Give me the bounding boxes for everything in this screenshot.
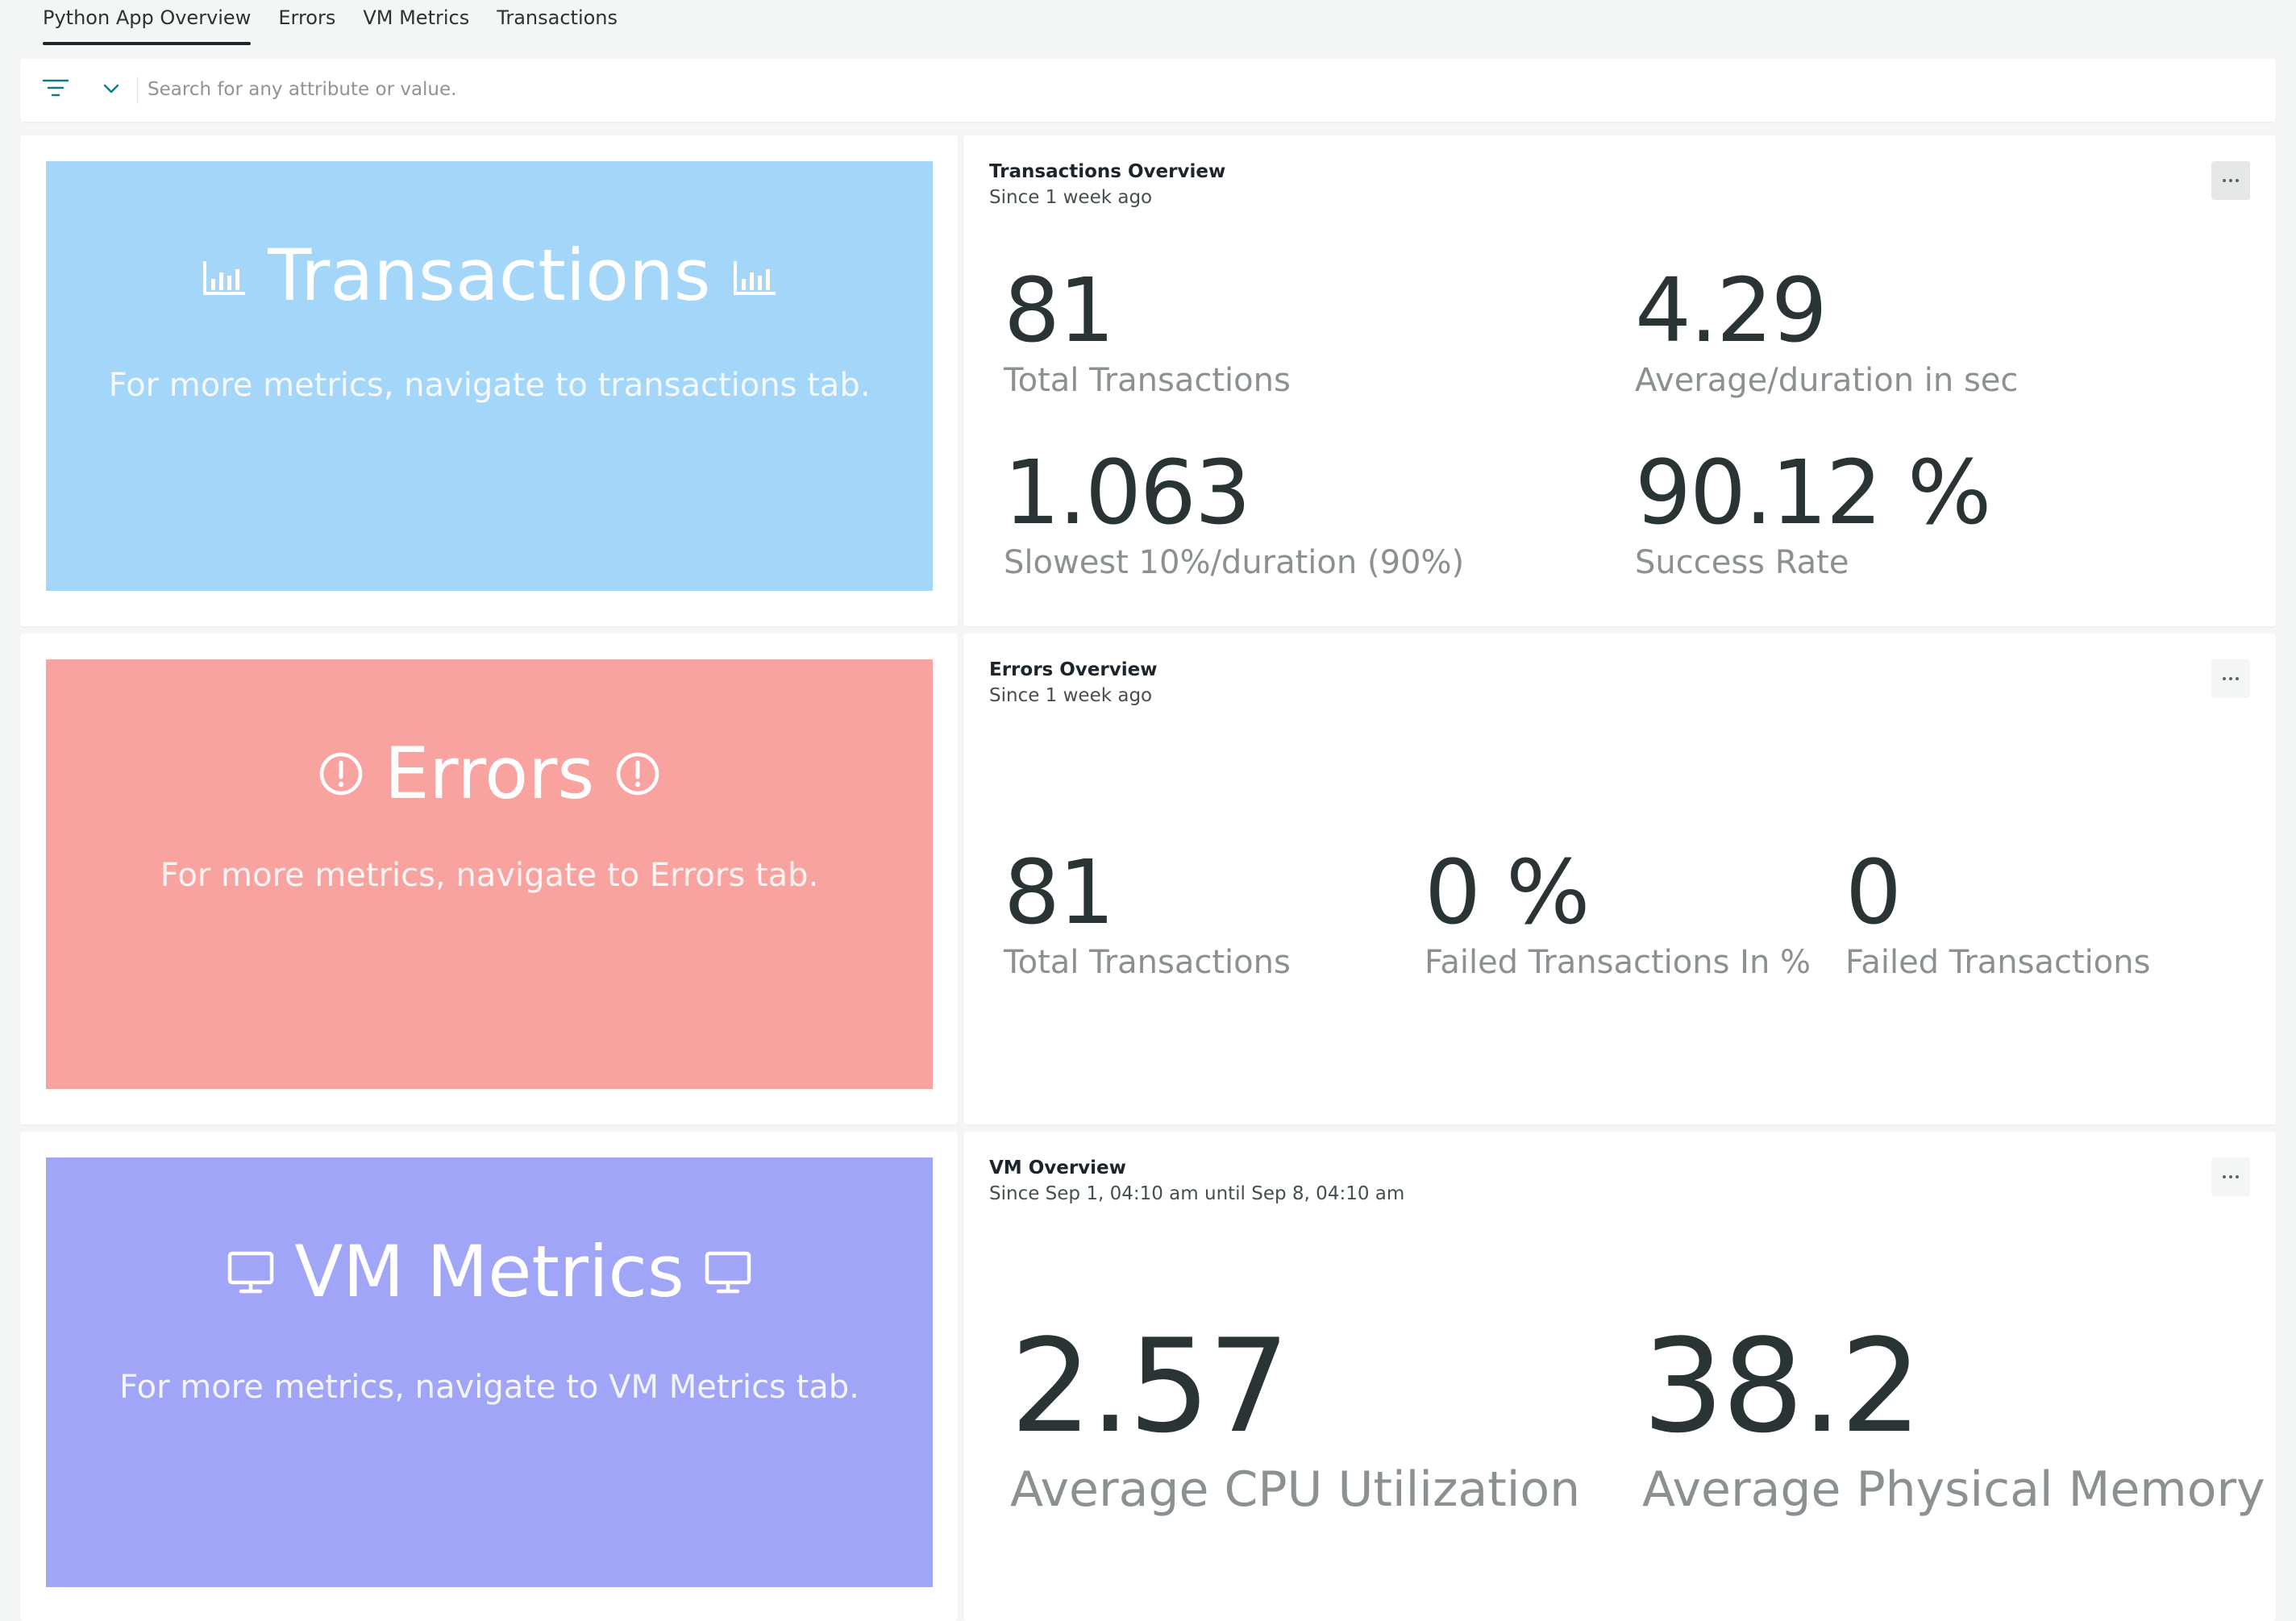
- banner-title: Transactions: [46, 234, 933, 317]
- bar-chart-icon: [733, 260, 776, 295]
- dashboard-tabs: Python App Overview Errors VM Metrics Tr…: [29, 0, 631, 45]
- banner-title-text: Transactions: [268, 234, 711, 317]
- monitor-icon: [705, 1251, 751, 1293]
- metric-value: 2.57: [1010, 1311, 1290, 1461]
- filter-icon[interactable]: [41, 77, 70, 101]
- metric-label: Failed Transactions In %: [1425, 944, 1811, 981]
- metric-average-cpu: 2.57 Average CPU Utilization: [1010, 1311, 1581, 1518]
- metric-value: 0: [1845, 841, 1902, 944]
- metric-value: 90.12 %: [1635, 441, 1991, 544]
- banner-title: Errors: [46, 732, 933, 815]
- metric-average-memory: 38.2 Average Physical Memory: [1642, 1311, 2265, 1518]
- banner-title: VM Metrics: [46, 1230, 933, 1313]
- metric-total-transactions: 81 Total Transactions: [1004, 848, 1291, 979]
- metric-success-rate: 90.12 % Success Rate: [1635, 441, 1991, 581]
- errors-markdown-panel: Errors For more metrics, navigate to Err…: [20, 634, 958, 1124]
- metric-label: Success Rate: [1635, 544, 1849, 581]
- banner-title-text: VM Metrics: [294, 1230, 684, 1313]
- metric-label: Failed Transactions: [1845, 944, 2151, 981]
- metric-slowest-duration: 1.063 Slowest 10%/duration (90%): [1004, 448, 1464, 579]
- metric-label: Slowest 10%/duration (90%): [1004, 544, 1465, 581]
- panel-subtitle: Since Sep 1, 04:10 am until Sep 8, 04:10…: [989, 1183, 1405, 1204]
- filter-divider: [137, 77, 138, 104]
- more-options-button[interactable]: [2211, 659, 2250, 698]
- banner-subtitle: For more metrics, navigate to Errors tab…: [160, 857, 819, 894]
- panel-header: Transactions Overview Since 1 week ago: [989, 161, 1225, 208]
- chevron-down-icon[interactable]: [102, 81, 120, 96]
- metric-failed-transactions-percent: 0 % Failed Transactions In %: [1425, 848, 1811, 979]
- panel-header: VM Overview Since Sep 1, 04:10 am until …: [989, 1158, 1404, 1204]
- panel-title: Errors Overview: [989, 659, 1158, 680]
- metric-failed-transactions: 0 Failed Transactions: [1845, 848, 2150, 979]
- bar-chart-icon: [203, 260, 246, 295]
- transactions-markdown-panel: Transactions For more metrics, navigate …: [20, 135, 958, 626]
- banner-title-text: Errors: [384, 732, 595, 815]
- vm-metrics-markdown-panel: VM Metrics For more metrics, navigate to…: [20, 1132, 958, 1621]
- panel-title: VM Overview: [989, 1158, 1126, 1178]
- tab-transactions[interactable]: Transactions: [497, 6, 618, 29]
- metric-label: Average Physical Memory: [1642, 1461, 2265, 1518]
- tab-errors[interactable]: Errors: [278, 6, 336, 29]
- vm-overview-panel: VM Overview Since Sep 1, 04:10 am until …: [963, 1132, 2276, 1621]
- search-input[interactable]: [148, 73, 2244, 106]
- metric-total-transactions: 81 Total Transactions: [1004, 266, 1291, 397]
- panel-title: Transactions Overview: [989, 161, 1226, 182]
- more-options-button[interactable]: [2211, 1158, 2250, 1196]
- errors-banner: Errors For more metrics, navigate to Err…: [46, 659, 933, 1089]
- transactions-banner: Transactions For more metrics, navigate …: [46, 161, 933, 591]
- banner-subtitle: For more metrics, navigate to transactio…: [108, 367, 871, 404]
- alert-circle-icon: [319, 752, 363, 795]
- metric-label: Average CPU Utilization: [1010, 1461, 1581, 1518]
- metric-label: Total Transactions: [1004, 362, 1291, 399]
- banner-subtitle: For more metrics, navigate to VM Metrics…: [119, 1369, 859, 1406]
- metric-value: 81: [1004, 841, 1115, 944]
- more-options-button[interactable]: [2211, 161, 2250, 200]
- tab-vm-metrics[interactable]: VM Metrics: [363, 6, 470, 29]
- metric-average-duration: 4.29 Average/duration in sec: [1635, 266, 2018, 397]
- metric-value: 1.063: [1004, 441, 1251, 544]
- filter-bar: [20, 59, 2276, 122]
- metric-value: 0 %: [1425, 841, 1590, 944]
- vm-metrics-banner: VM Metrics For more metrics, navigate to…: [46, 1158, 933, 1587]
- errors-overview-panel: Errors Overview Since 1 week ago 81 Tota…: [963, 634, 2276, 1124]
- metric-label: Average/duration in sec: [1635, 362, 2019, 399]
- monitor-icon: [227, 1251, 274, 1293]
- metric-value: 81: [1004, 259, 1115, 362]
- metric-label: Total Transactions: [1004, 944, 1291, 981]
- metric-value: 4.29: [1635, 259, 1828, 362]
- metric-value: 38.2: [1642, 1311, 1922, 1461]
- panel-subtitle: Since 1 week ago: [989, 187, 1153, 208]
- alert-circle-icon: [616, 752, 659, 795]
- transactions-overview-panel: Transactions Overview Since 1 week ago 8…: [963, 135, 2276, 626]
- tab-python-app-overview[interactable]: Python App Overview: [29, 0, 264, 45]
- panel-subtitle: Since 1 week ago: [989, 685, 1153, 706]
- panel-header: Errors Overview Since 1 week ago: [989, 659, 1157, 706]
